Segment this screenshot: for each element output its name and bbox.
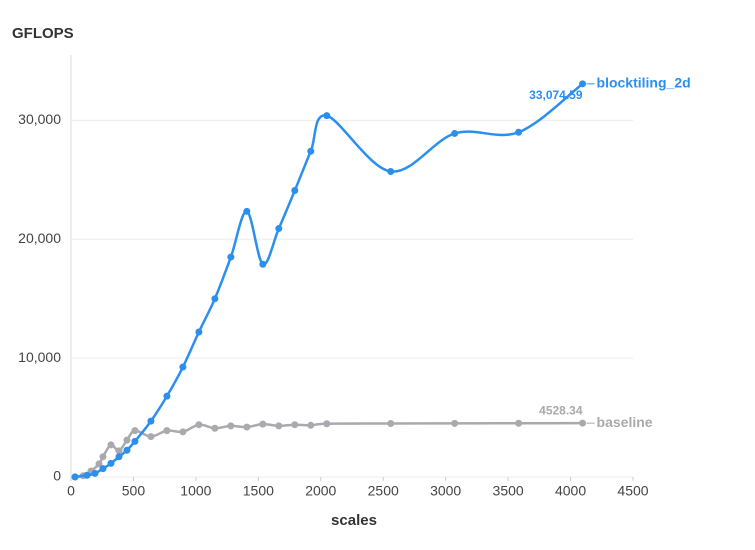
point: [387, 167, 395, 175]
point: [95, 460, 103, 468]
value-label: 4528.34: [539, 403, 583, 417]
point: [243, 423, 251, 431]
point: [179, 428, 187, 436]
point: [579, 80, 587, 88]
x-tick-label: 1500: [243, 483, 274, 499]
point: [387, 420, 395, 428]
y-tick-label: 10,000: [18, 349, 61, 365]
series-label: baseline: [597, 414, 653, 430]
y-tick-label: 30,000: [18, 111, 61, 127]
point: [275, 225, 283, 233]
point: [227, 253, 235, 261]
point: [243, 207, 251, 215]
point: [323, 420, 331, 428]
point: [147, 433, 155, 441]
point: [163, 427, 171, 435]
point: [291, 421, 299, 429]
x-tick-label: 3500: [493, 483, 524, 499]
series-line: [74, 421, 583, 479]
point: [451, 419, 459, 427]
point: [291, 187, 299, 195]
x-tick-label: 4000: [555, 483, 586, 499]
point: [123, 436, 131, 444]
y-tick-label: 0: [53, 468, 61, 484]
point: [451, 129, 459, 137]
point: [227, 422, 235, 430]
point: [99, 453, 107, 461]
point: [179, 363, 187, 371]
point: [131, 427, 139, 435]
y-tick-label: 20,000: [18, 230, 61, 246]
point: [275, 422, 283, 430]
point: [195, 328, 203, 336]
x-tick-label: 2500: [368, 483, 399, 499]
point: [259, 260, 267, 268]
point: [515, 128, 523, 136]
point: [211, 295, 219, 303]
y-axis-title: GFLOPS: [12, 25, 74, 42]
x-axis-title: scales: [331, 512, 377, 529]
point: [211, 424, 219, 432]
point: [115, 453, 123, 461]
point: [579, 419, 587, 427]
point: [307, 147, 315, 155]
x-tick-label: 1000: [180, 483, 211, 499]
x-tick-label: 2000: [305, 483, 336, 499]
point: [147, 417, 155, 425]
point: [71, 473, 79, 481]
point: [115, 447, 123, 455]
point: [107, 441, 115, 449]
point: [195, 421, 203, 429]
x-tick-label: 4500: [617, 483, 648, 499]
value-label: 33,074.59: [529, 88, 583, 102]
point: [83, 471, 91, 479]
point: [131, 437, 139, 445]
point: [163, 392, 171, 400]
point: [91, 469, 99, 477]
x-tick-label: 3000: [430, 483, 461, 499]
point: [259, 420, 267, 428]
point: [123, 446, 131, 454]
point: [323, 112, 331, 120]
point: [99, 465, 107, 473]
x-tick-label: 500: [122, 483, 146, 499]
series-label: blocktiling_2d: [597, 75, 691, 91]
x-tick-label: 0: [67, 483, 75, 499]
point: [307, 421, 315, 429]
point: [515, 419, 523, 427]
point: [107, 459, 115, 467]
